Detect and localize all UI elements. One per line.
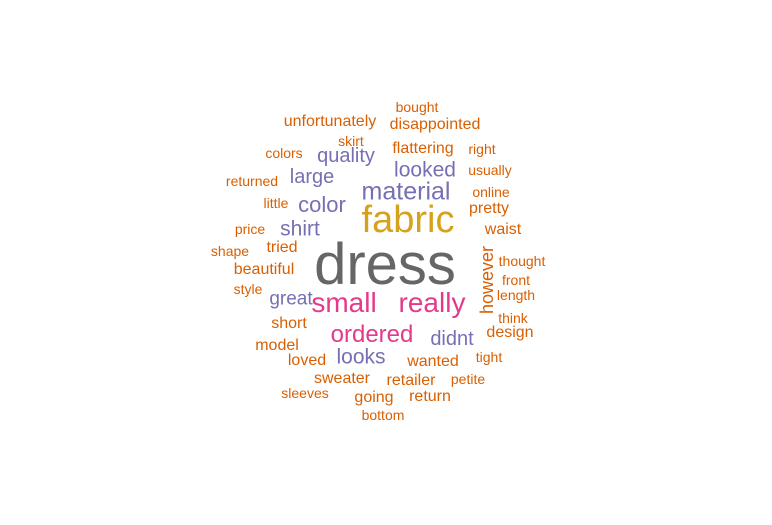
word-pretty: pretty	[468, 200, 510, 217]
word-front: front	[501, 272, 531, 288]
word-fabric: fabric	[361, 199, 455, 241]
word-model: model	[255, 337, 299, 354]
word-looks: looks	[336, 345, 386, 369]
word-retailer: retailer	[386, 372, 436, 389]
word-dress: dress	[314, 232, 456, 297]
word-looked: looked	[394, 158, 456, 182]
word-price: price	[234, 221, 266, 237]
word-going: going	[354, 389, 394, 406]
word-didnt: didnt	[430, 328, 474, 350]
word-tried: tried	[266, 239, 298, 256]
word-design: design	[486, 324, 534, 341]
word-sleeves: sleeves	[281, 385, 329, 401]
word-bought: bought	[395, 99, 439, 115]
word-petite: petite	[450, 371, 486, 387]
word-return: return	[409, 388, 451, 405]
word-loved: loved	[287, 352, 327, 369]
word-right: right	[468, 141, 496, 157]
word-tight: tight	[475, 349, 503, 365]
word-unfortunately: unfortunately	[283, 113, 377, 130]
word-waist: waist	[484, 221, 522, 238]
word-small: small	[311, 287, 377, 318]
word-bottom: bottom	[361, 407, 405, 423]
word-disappointed: disappointed	[389, 116, 481, 133]
word-however: however	[477, 245, 497, 315]
word-short: short	[271, 315, 307, 332]
word-length: length	[496, 287, 536, 303]
word-material: material	[361, 177, 451, 206]
word-great: great	[269, 288, 313, 310]
word-shirt: shirt	[280, 217, 320, 241]
word-shape: shape	[210, 243, 250, 259]
word-returned: returned	[225, 173, 279, 189]
word-beautiful: beautiful	[233, 261, 295, 278]
word-sweater: sweater	[313, 370, 371, 387]
word-think: think	[498, 310, 528, 326]
word-colors: colors	[265, 145, 303, 161]
word-really: really	[398, 287, 466, 318]
word-thought: thought	[498, 253, 546, 269]
word-flattering: flattering	[392, 140, 454, 157]
word-little: little	[263, 195, 289, 211]
word-style: style	[233, 281, 263, 297]
word-color: color	[298, 192, 346, 217]
word-large: large	[289, 166, 335, 188]
word-quality: quality	[317, 145, 375, 167]
word-wanted: wanted	[407, 353, 459, 370]
word-online: online	[472, 184, 510, 200]
word-ordered: ordered	[330, 321, 414, 348]
word-skirt: skirt	[338, 133, 364, 149]
word-usually: usually	[468, 162, 512, 178]
